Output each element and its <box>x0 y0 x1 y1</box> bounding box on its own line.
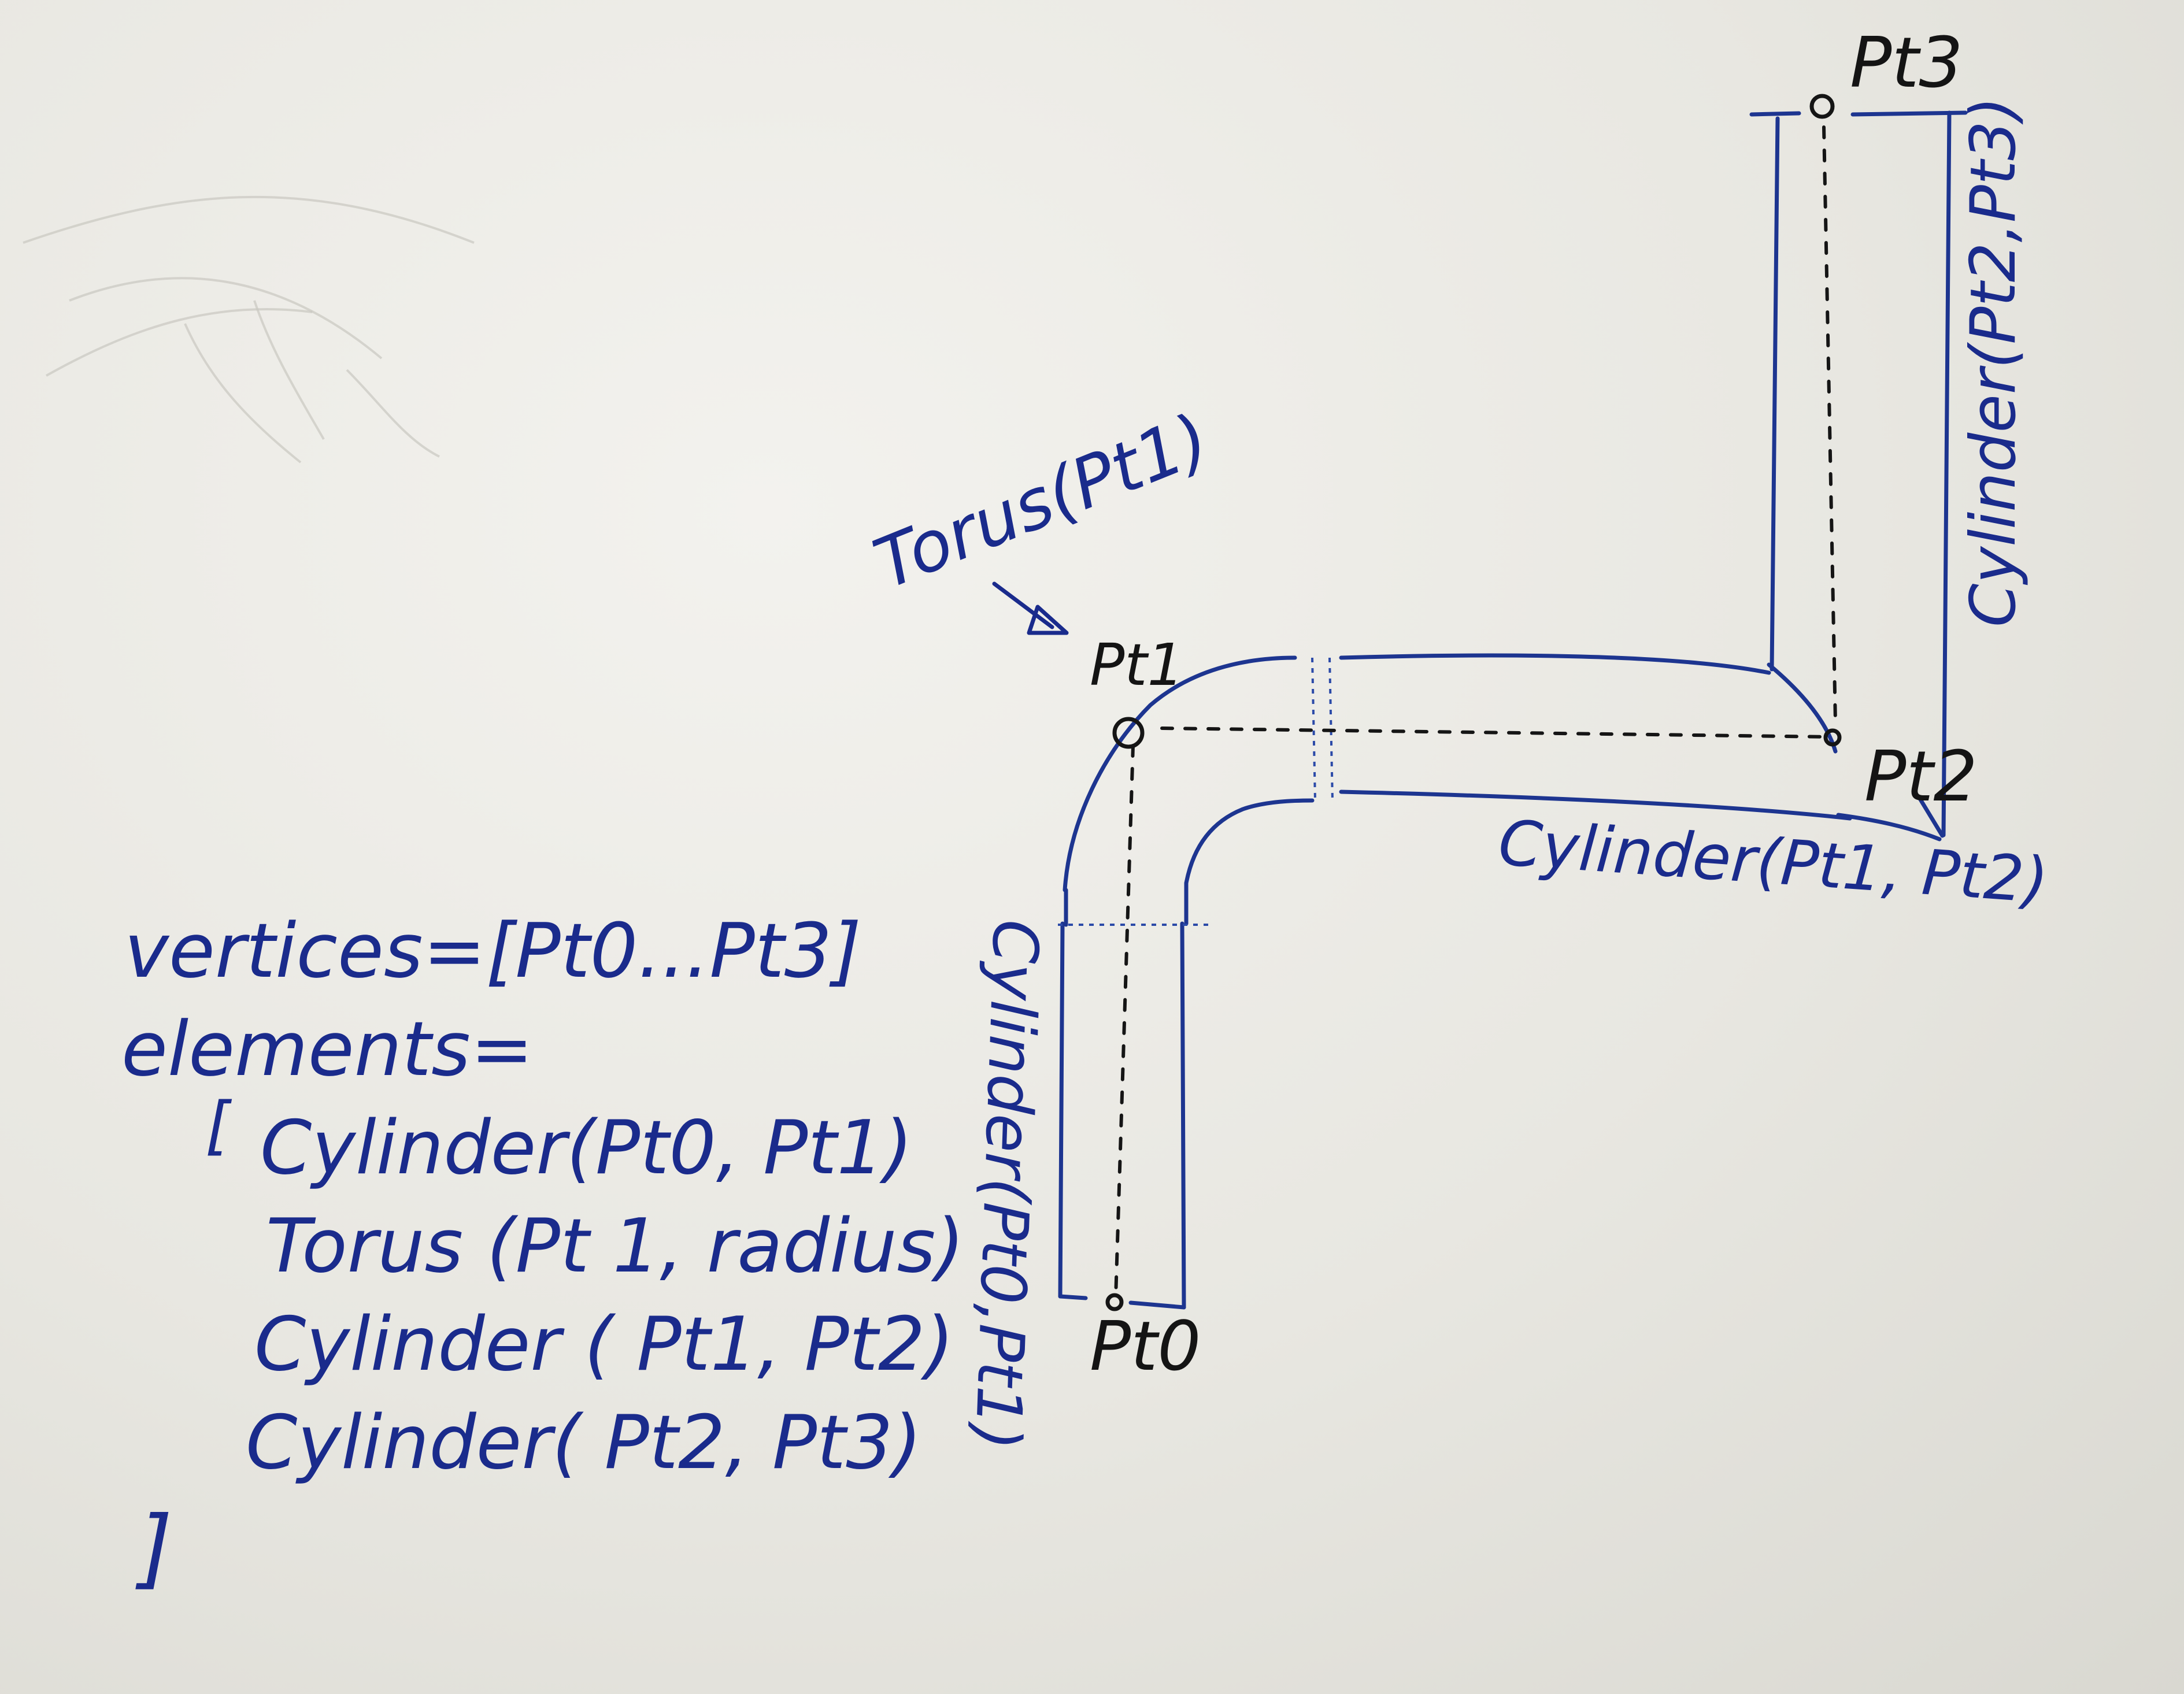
code-elements-line: elements= <box>121 1005 534 1093</box>
vertex-pt0-marker <box>1105 1293 1124 1311</box>
label-torus: Torus(Pt1) <box>864 399 1220 605</box>
label-pt3: Pt3 <box>1850 23 1963 103</box>
vertex-pt3-marker <box>1809 94 1835 119</box>
code-item-1: Cylinder(Pt0, Pt1) <box>260 1105 913 1191</box>
label-cylinder-pt0-pt1: Cylinder(Pt0,Pt1) <box>961 918 1052 1451</box>
torus-arrow <box>992 581 1069 635</box>
pipe-outline <box>1058 110 1968 1310</box>
element-seams <box>1058 657 1334 926</box>
code-block: vertices=[Pt0...Pt3] elements= [ Cylinde… <box>121 907 964 1599</box>
code-vertices-line: vertices=[Pt0...Pt3] <box>124 907 861 995</box>
vertex-pt1-marker <box>1112 717 1145 749</box>
code-close-bracket: ] <box>135 1498 173 1599</box>
label-pt2: Pt2 <box>1864 737 1978 817</box>
vertices <box>1105 94 1842 1311</box>
centerlines <box>1114 125 1837 1299</box>
code-item-3: Cylinder ( Pt1, Pt2) <box>254 1302 954 1388</box>
code-open-bracket: [ <box>205 1088 232 1162</box>
erased-smudges <box>23 195 475 464</box>
label-cylinder-pt1-pt2: Cylinder(Pt1, Pt2) <box>1496 807 2050 917</box>
label-pt0: Pt0 <box>1090 1306 1201 1386</box>
label-pt1: Pt1 <box>1090 631 1184 699</box>
code-item-2: Torus (Pt 1, radius) <box>266 1203 964 1289</box>
code-item-4: Cylinder( Pt2, Pt3) <box>246 1400 922 1486</box>
vertex-pt2-marker <box>1823 728 1842 747</box>
label-cylinder-pt2-pt3: Cylinder(Pt2,Pt3) <box>1957 97 2030 627</box>
